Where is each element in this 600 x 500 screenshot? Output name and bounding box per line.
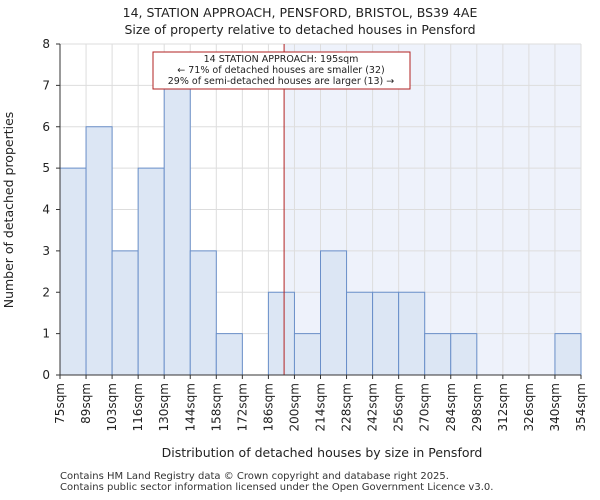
- y-tick-label: 8: [42, 37, 50, 51]
- x-tick-label: 89sqm: [79, 383, 93, 424]
- x-tick-label: 158sqm: [209, 383, 223, 431]
- chart-subtitle: Size of property relative to detached ho…: [124, 22, 476, 37]
- x-tick-label: 354sqm: [574, 383, 588, 431]
- y-tick-label: 1: [42, 327, 50, 341]
- bar: [398, 291, 426, 376]
- x-tick-label: 242sqm: [366, 383, 380, 431]
- x-tick-label: 144sqm: [183, 383, 197, 431]
- chart-title: 14, STATION APPROACH, PENSFORD, BRISTOL,…: [122, 5, 478, 20]
- y-axis-label: Number of detached properties: [1, 112, 16, 309]
- x-tick-label: 214sqm: [314, 383, 328, 431]
- x-tick-label: 200sqm: [287, 383, 301, 431]
- annotation-line-2: ← 71% of detached houses are smaller (32…: [177, 65, 384, 76]
- bar: [111, 250, 139, 376]
- x-tick-labels: 75sqm 89sqm 103sqm 116sqm 130sqm 144sqm 158sqm…: [53, 375, 588, 431]
- x-tick-label: 256sqm: [392, 383, 406, 431]
- bar: [424, 333, 452, 376]
- bar: [59, 167, 87, 376]
- bar: [554, 333, 582, 376]
- bar: [215, 333, 243, 376]
- y-tick-label: 7: [42, 78, 50, 92]
- x-tick-label: 172sqm: [235, 383, 249, 431]
- bar: [137, 167, 165, 376]
- footer-line-1: Contains HM Land Registry data © Crown c…: [60, 471, 449, 482]
- x-tick-label: 284sqm: [444, 383, 458, 431]
- y-tick-label: 2: [42, 285, 50, 299]
- x-tick-label: 130sqm: [157, 383, 171, 431]
- footer-line-2: Contains public sector information licen…: [60, 482, 494, 493]
- annotation-box: 14 STATION APPROACH: 195sqm ← 71% of det…: [152, 51, 411, 90]
- bar: [346, 291, 374, 376]
- x-tick-label: 312sqm: [496, 383, 510, 431]
- x-tick-label: 326sqm: [522, 383, 536, 431]
- bar: [320, 250, 348, 376]
- footer-attribution: Contains HM Land Registry data © Crown c…: [60, 471, 493, 493]
- x-tick-label: 340sqm: [548, 383, 562, 431]
- x-tick-label: 116sqm: [131, 383, 145, 431]
- x-tick-label: 103sqm: [105, 383, 119, 431]
- chart-title-block: 14, STATION APPROACH, PENSFORD, BRISTOL,…: [0, 4, 600, 38]
- annotation-line-1: 14 STATION APPROACH: 195sqm: [204, 54, 359, 65]
- bar: [189, 250, 217, 376]
- x-tick-label: 186sqm: [261, 383, 275, 431]
- y-tick-label: 4: [42, 203, 50, 217]
- bars: [59, 84, 582, 376]
- x-tick-label: 75sqm: [53, 383, 67, 424]
- bar: [267, 291, 295, 376]
- bar: [293, 333, 322, 376]
- bar: [450, 333, 478, 376]
- y-tick-label: 3: [42, 244, 50, 258]
- y-tick-label: 6: [42, 120, 50, 134]
- y-tick-labels: 0 1 2 3 4 5 6 7 8: [42, 37, 60, 382]
- x-tick-label: 228sqm: [340, 383, 354, 431]
- x-tick-label: 270sqm: [418, 383, 432, 431]
- annotation-line-3: 29% of semi-detached houses are larger (…: [168, 76, 395, 87]
- y-tick-label: 0: [42, 368, 50, 382]
- bar: [85, 126, 113, 376]
- bar: [163, 84, 191, 376]
- y-tick-label: 5: [42, 161, 50, 175]
- bar: [372, 291, 400, 376]
- x-axis-label: Distribution of detached houses by size …: [162, 445, 483, 460]
- x-tick-label: 298sqm: [470, 383, 484, 431]
